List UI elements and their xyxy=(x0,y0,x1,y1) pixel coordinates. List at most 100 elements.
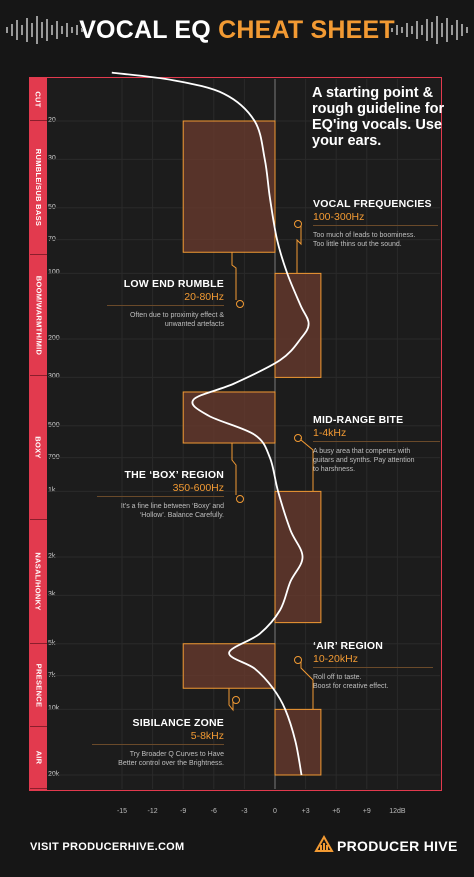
eq-curve xyxy=(111,71,310,776)
connector-dot xyxy=(294,434,302,442)
connector-line xyxy=(300,438,314,492)
annotation-rumble: LOW END RUMBLE 20-80Hz Often due to prox… xyxy=(107,278,224,329)
divider xyxy=(92,744,224,745)
desc-line: guitars and synths. Pay attention xyxy=(313,457,415,464)
desc-line: Often due to proximity effect & xyxy=(129,312,224,319)
annotation-title: LOW END RUMBLE xyxy=(123,278,224,290)
annotation-desc: A busy area that competes with guitars an… xyxy=(313,447,440,474)
annotation-air: ‘AIR’ REGION 10-20kHz Roll off to taste.… xyxy=(313,640,433,691)
annotation-vocal: VOCAL FREQUENCIES 100-300Hz Too much of … xyxy=(313,198,438,249)
band-label: AIR xyxy=(30,727,47,789)
annotation-sibilance: SIBILANCE ZONE 5-8kHz Try Broader Q Curv… xyxy=(92,717,224,768)
desc-line: A busy area that competes with xyxy=(313,448,411,455)
title-orange: CHEAT SHEET xyxy=(218,16,395,44)
eq-region-box xyxy=(182,120,276,253)
band-label: BOOM/WARMTH/MID xyxy=(30,255,47,376)
annotation-title: SIBILANCE ZONE xyxy=(132,717,224,729)
connector-line xyxy=(231,443,237,495)
connector-dot xyxy=(232,696,240,704)
annotation-desc: It’s a fine line between ‘Boxy’ and ‘Holl… xyxy=(97,502,224,520)
divider xyxy=(313,667,433,668)
y-tick-label: 3k xyxy=(48,591,56,599)
annotation-title: MID-RANGE BITE xyxy=(313,414,404,426)
annotation-desc: Too much of leads to boominess. Too littl… xyxy=(313,231,438,249)
divider xyxy=(313,441,440,442)
eq-region-box xyxy=(274,490,322,624)
y-tick-label: 500 xyxy=(48,421,60,429)
x-tick-label: 12dB xyxy=(389,808,406,815)
band-label: BOXY xyxy=(30,376,47,520)
eq-region-box xyxy=(182,643,276,689)
connector-line xyxy=(228,688,234,712)
connector-dot xyxy=(294,656,302,664)
divider xyxy=(107,305,224,306)
intro-text: A starting point & rough guideline for E… xyxy=(312,85,445,149)
y-tick-label: 300 xyxy=(48,373,60,381)
annotation-range: 20-80Hz xyxy=(184,291,224,303)
waveform-right-icon xyxy=(391,16,468,44)
desc-line: ‘Hollow’. Balance Carefully. xyxy=(139,512,224,519)
x-tick-label: 0 xyxy=(273,808,277,815)
annotation-box: THE ‘BOX’ REGION 350-600Hz It’s a fine l… xyxy=(97,469,224,520)
x-tick-label: +3 xyxy=(301,808,310,815)
eq-region-box xyxy=(182,391,276,444)
annotation-title: THE ‘BOX’ REGION xyxy=(124,469,224,481)
divider xyxy=(97,496,224,497)
brand-name: PRODUCER HIVE xyxy=(337,838,458,854)
x-tick-label: -12 xyxy=(147,808,158,815)
connector-dot xyxy=(294,220,302,228)
desc-line: Too much of leads to boominess. xyxy=(313,232,416,239)
annotation-desc: Often due to proximity effect & unwanted … xyxy=(107,311,224,329)
x-tick-label: -6 xyxy=(210,808,217,815)
y-tick-label: 10k xyxy=(48,705,60,713)
connector-dot xyxy=(236,495,244,503)
producer-hive-logo-icon xyxy=(314,834,334,852)
y-tick-label: 700 xyxy=(48,453,60,461)
connector-dot xyxy=(236,300,244,308)
annotation-range: 10-20kHz xyxy=(313,653,358,665)
connector-line xyxy=(231,252,237,300)
desc-line: Try Broader Q Curves to Have xyxy=(129,751,224,758)
desc-line: Too little thins out the sound. xyxy=(313,241,402,248)
y-tick-label: 30 xyxy=(48,155,56,163)
waveform-left-icon xyxy=(6,16,83,44)
header: VOCAL EQ CHEAT SHEET xyxy=(0,0,474,62)
y-tick-label: 7k xyxy=(48,671,56,679)
desc-line: Better control over the Brightness. xyxy=(118,760,224,767)
annotation-desc: Try Broader Q Curves to Have Better contr… xyxy=(92,750,224,768)
y-tick-label: 5k xyxy=(48,639,56,647)
annotation-range: 350-600Hz xyxy=(172,482,224,494)
band-label: RUMBLE/SUB BASS xyxy=(30,121,47,255)
annotation-bite: MID-RANGE BITE 1-4kHz A busy area that c… xyxy=(313,414,440,474)
x-tick-label: -15 xyxy=(116,808,128,815)
band-label: CUT xyxy=(30,79,47,121)
band-label: PRESENCE xyxy=(30,644,47,727)
desc-line: unwanted artefacts xyxy=(164,321,224,328)
eq-region-box xyxy=(274,272,322,378)
x-tick-label: -3 xyxy=(241,808,248,815)
connector-line xyxy=(296,226,302,274)
x-tick-label: +6 xyxy=(332,808,341,815)
footer-url-link[interactable]: VISIT PRODUCERHIVE.COM xyxy=(30,841,185,853)
y-tick-label: 70 xyxy=(48,235,56,243)
desc-line: It’s a fine line between ‘Boxy’ and xyxy=(120,503,224,510)
page-title: VOCAL EQ CHEAT SHEET xyxy=(0,16,474,45)
annotation-range: 1-4kHz xyxy=(313,427,347,439)
x-tick-label: +9 xyxy=(362,808,371,815)
annotation-range: 100-300Hz xyxy=(313,211,365,223)
desc-line: to harshness. xyxy=(313,466,356,473)
band-label: NASAL/HONKY xyxy=(30,520,47,644)
desc-line: Boost for creative effect. xyxy=(313,683,389,690)
title-white: VOCAL EQ xyxy=(79,16,211,44)
y-tick-label: 50 xyxy=(48,203,56,211)
x-tick-label: -9 xyxy=(180,808,187,815)
annotation-range: 5-8kHz xyxy=(190,730,224,742)
annotation-title: VOCAL FREQUENCIES xyxy=(313,198,432,210)
y-tick-label: 100 xyxy=(48,269,60,277)
divider xyxy=(313,225,438,226)
annotation-desc: Roll off to taste. Boost for creative eff… xyxy=(313,673,433,691)
connector-line xyxy=(300,662,314,710)
eq-region-box xyxy=(274,708,322,776)
y-tick-label: 1k xyxy=(48,487,56,495)
